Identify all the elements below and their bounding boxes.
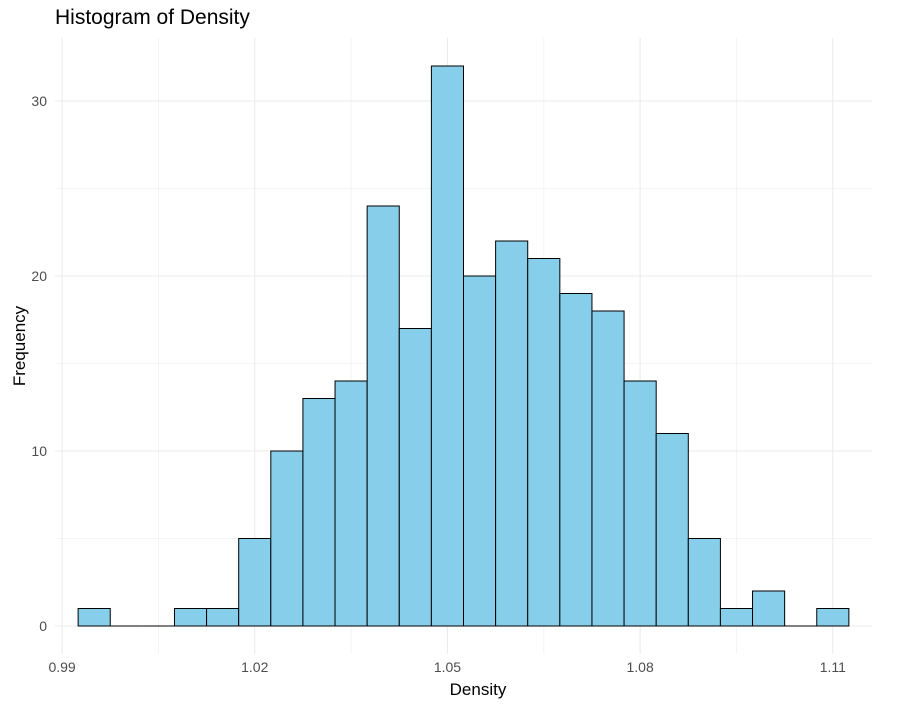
y-tick-labels: 0 10 20 30	[31, 93, 47, 634]
y-tick-label: 30	[31, 93, 47, 109]
histogram-bar	[334, 380, 368, 627]
histogram-bar	[398, 328, 432, 627]
histogram-bar	[238, 538, 272, 627]
histogram-bar	[463, 275, 497, 627]
x-tick-labels: 0.99 1.02 1.05 1.08 1.11	[48, 659, 846, 675]
y-tick-label: 10	[31, 443, 47, 459]
x-tick-label: 1.05	[434, 659, 461, 675]
histogram-bar	[816, 608, 850, 627]
bars-layer	[77, 65, 850, 627]
histogram-bar	[495, 240, 529, 627]
x-tick-label: 1.08	[627, 659, 654, 675]
histogram-bar	[687, 538, 721, 627]
y-tick-label: 0	[39, 618, 47, 634]
histogram-bar	[591, 310, 625, 627]
histogram-bar	[206, 608, 240, 627]
y-tick-label: 20	[31, 268, 47, 284]
x-axis-title: Density	[450, 680, 507, 699]
histogram-bar	[302, 398, 336, 627]
histogram-bar	[173, 608, 208, 627]
histogram-bar	[77, 608, 111, 627]
y-axis-title: Frequency	[10, 305, 29, 386]
histogram-bar	[719, 608, 754, 627]
x-tick-label: 0.99	[48, 659, 75, 675]
histogram-bar	[270, 450, 304, 627]
histogram-bar	[366, 205, 400, 627]
histogram-bar	[752, 590, 786, 627]
x-tick-label: 1.02	[241, 659, 268, 675]
histogram-bar	[559, 293, 593, 627]
x-tick-label: 1.11	[820, 659, 846, 675]
chart-title: Histogram of Density	[55, 6, 250, 29]
histogram-bar	[430, 65, 465, 627]
histogram-bar	[623, 380, 657, 627]
histogram-bar	[527, 258, 561, 627]
histogram-bar	[655, 433, 689, 627]
